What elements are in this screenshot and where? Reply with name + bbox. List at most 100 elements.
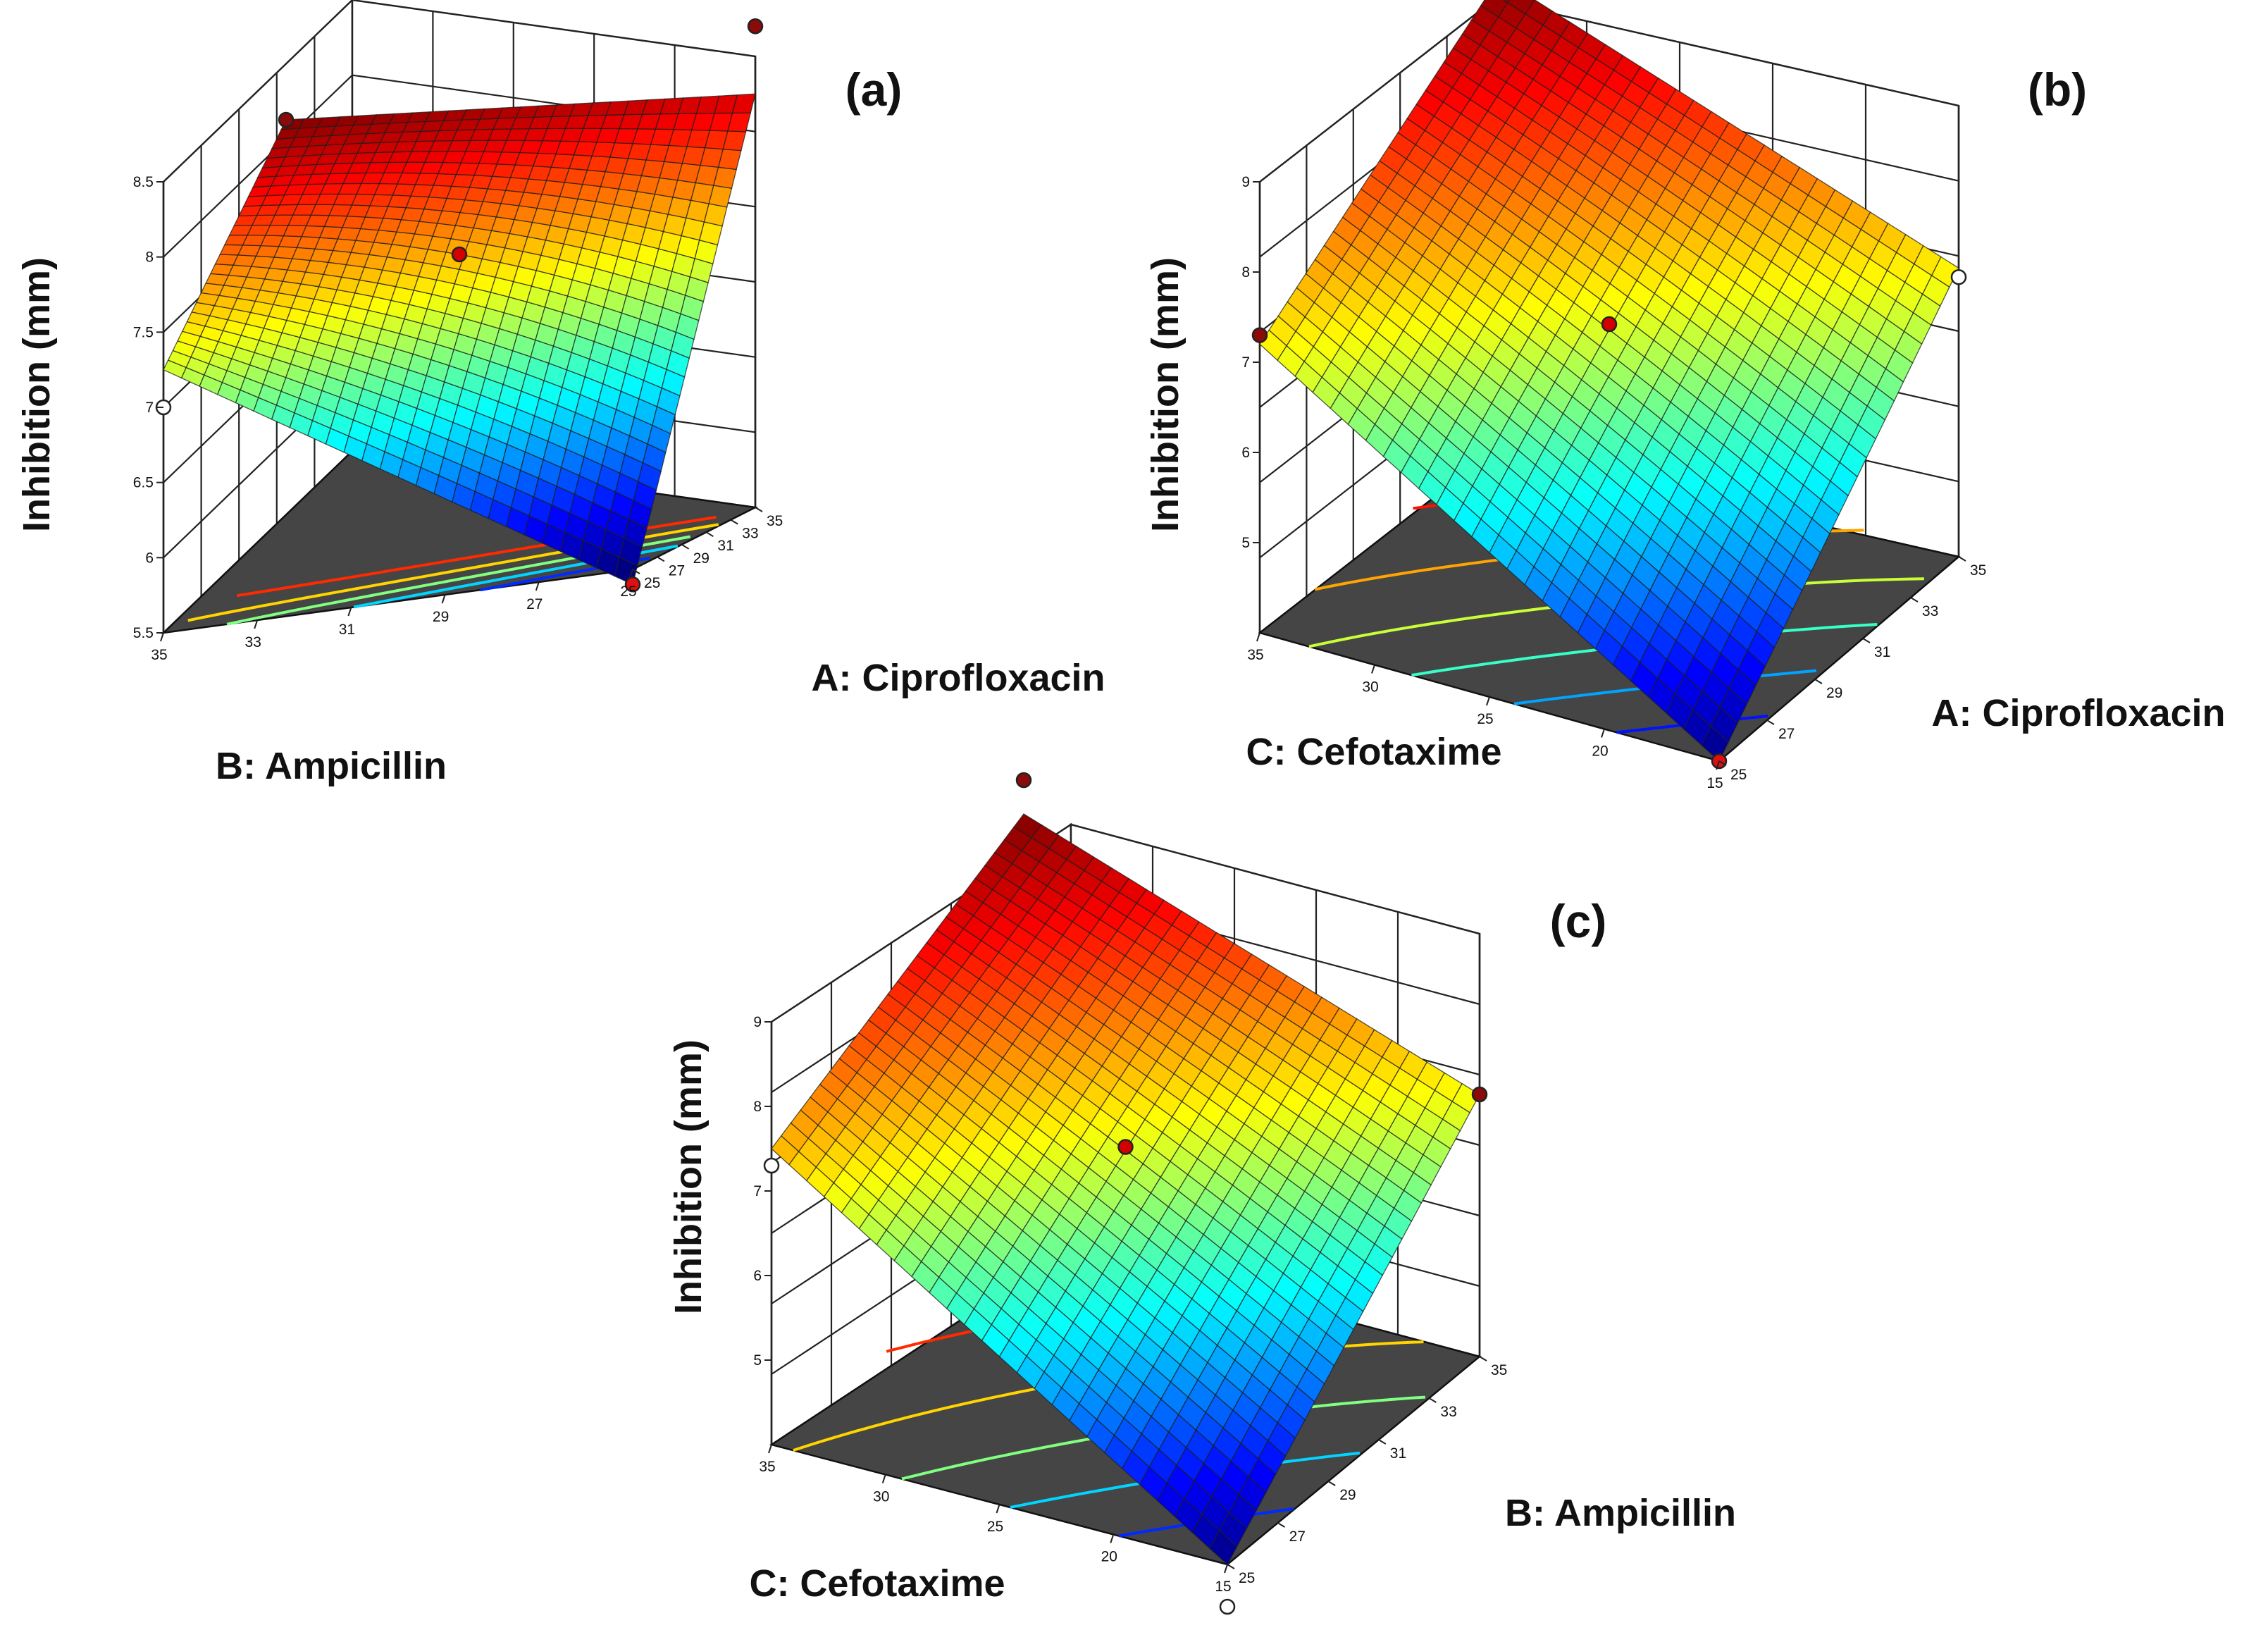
design-point — [1219, 1598, 1236, 1615]
z-tick-label: 7 — [1241, 354, 1250, 371]
y-tick-label: 35 — [151, 647, 167, 663]
y-tick-mark — [441, 594, 446, 604]
y-tick-label: 25 — [987, 1519, 1003, 1535]
y-tick-mark — [535, 581, 540, 591]
x-axis-label: A: Ciprofloxacin — [811, 657, 1105, 699]
z-tick-label: 8 — [753, 1099, 762, 1115]
y-tick-mark — [1486, 696, 1490, 706]
y-tick-label: 29 — [433, 609, 449, 625]
x-tick-mark — [1814, 679, 1823, 684]
x-tick-label: 25 — [1730, 767, 1747, 783]
x-tick-label: 33 — [742, 526, 758, 542]
x-tick-label: 27 — [1289, 1529, 1306, 1545]
y-tick-label: 30 — [1362, 679, 1378, 696]
design-point — [1117, 1139, 1134, 1155]
z-axis-label: Inhibition (mm) — [667, 1039, 709, 1314]
x-tick-mark — [1958, 556, 1966, 562]
x-tick-mark — [1479, 1356, 1487, 1362]
surface-plot-c: 5 6 7 8 9 25 27 29 31 33 35 15 20 25 30 35 Inhibition (m… — [667, 772, 1736, 1615]
panel-label: (c) — [1550, 895, 1607, 947]
x-tick-label: 31 — [1390, 1445, 1406, 1462]
x-tick-label: 35 — [1970, 562, 1986, 579]
design-point — [1251, 327, 1268, 343]
y-tick-label: 25 — [620, 584, 636, 600]
design-point — [763, 1157, 780, 1174]
y-tick-mark — [1256, 632, 1260, 642]
y-tick-label: 27 — [526, 596, 543, 612]
x-tick-mark — [755, 507, 763, 512]
x-tick-label: 29 — [1339, 1487, 1356, 1503]
x-axis-label: A: Ciprofloxacin — [1931, 692, 2225, 734]
x-tick-mark — [1910, 597, 1919, 603]
x-tick-mark — [1718, 760, 1727, 766]
y-tick-mark — [996, 1504, 1000, 1514]
y-tick-label: 25 — [1477, 711, 1493, 727]
x-tick-mark — [1327, 1481, 1336, 1486]
x-tick-mark — [1862, 638, 1871, 643]
panel-label: (a) — [845, 63, 903, 116]
z-axis-label: Inhibition (mm) — [1144, 257, 1186, 532]
y-tick-mark — [1716, 760, 1720, 770]
z-tick-label: 9 — [1241, 174, 1250, 190]
y-tick-label: 30 — [873, 1489, 889, 1505]
surface-mesh — [1259, 0, 1959, 762]
x-tick-label: 29 — [693, 550, 709, 567]
x-tick-label: 29 — [1826, 685, 1842, 701]
x-tick-mark — [1428, 1397, 1437, 1403]
x-tick-label: 35 — [1491, 1362, 1507, 1378]
x-tick-mark — [1227, 1564, 1235, 1569]
x-tick-label: 27 — [1778, 726, 1795, 742]
y-axis-label: C: Cefotaxime — [1246, 731, 1501, 773]
x-tick-mark — [632, 569, 640, 574]
design-point — [278, 111, 295, 128]
y-tick-label: 15 — [1706, 775, 1723, 791]
x-tick-mark — [705, 531, 714, 538]
y-tick-mark — [347, 607, 352, 617]
y-tick-mark — [1601, 729, 1605, 738]
y-tick-label: 15 — [1215, 1579, 1231, 1595]
design-point — [1015, 772, 1032, 789]
z-tick-label: 6 — [145, 550, 154, 566]
y-tick-label: 20 — [1101, 1549, 1117, 1565]
z-tick-label: 5 — [1241, 535, 1250, 551]
x-tick-mark — [1378, 1439, 1387, 1445]
y-tick-label: 35 — [1247, 647, 1263, 663]
x-axis-label: B: Ampicillin — [1505, 1492, 1736, 1534]
z-tick-label: 5.5 — [133, 625, 154, 641]
design-point — [451, 246, 468, 263]
x-tick-mark — [657, 556, 665, 562]
y-tick-mark — [1110, 1534, 1115, 1543]
surface-mesh — [163, 93, 756, 586]
surface-plot-b: 5 6 7 8 9 25 27 29 31 33 35 15 20 25 30 35 Inhibition (m… — [1144, 0, 2226, 791]
x-tick-mark — [681, 543, 690, 550]
x-tick-label: 31 — [1874, 644, 1890, 660]
z-tick-label: 7 — [753, 1183, 762, 1199]
x-tick-label: 25 — [1239, 1570, 1255, 1586]
z-axis-label: Inhibition (mm) — [16, 257, 58, 532]
z-tick-label: 5 — [753, 1352, 762, 1369]
y-tick-label: 35 — [759, 1459, 775, 1475]
design-point — [747, 18, 764, 35]
y-tick-mark — [1371, 665, 1375, 674]
design-point — [1471, 1086, 1488, 1103]
x-tick-label: 33 — [1440, 1404, 1456, 1420]
z-tick-label: 9 — [753, 1014, 762, 1030]
z-tick-label: 7.5 — [133, 324, 154, 340]
surface-mesh — [771, 813, 1480, 1566]
x-tick-label: 25 — [644, 575, 660, 591]
z-tick-label: 6.5 — [133, 475, 154, 491]
y-axis-label: B: Ampicillin — [216, 745, 447, 787]
y-tick-label: 20 — [1592, 743, 1608, 760]
surface-plot-a: 5.5 6 6.5 7 7.5 8 8.5 25 27 29 31 33 35 25 27 29 31 33 35 I… — [16, 0, 1105, 787]
x-tick-mark — [1277, 1522, 1286, 1528]
panel-label: (b) — [2028, 63, 2087, 116]
x-tick-label: 33 — [1922, 603, 1938, 619]
x-tick-label: 31 — [717, 538, 733, 554]
surface-cell — [703, 203, 728, 227]
design-point — [1601, 316, 1618, 333]
y-tick-mark — [160, 632, 164, 642]
z-tick-label: 8 — [145, 249, 154, 266]
y-tick-label: 31 — [339, 622, 355, 638]
y-tick-mark — [254, 619, 259, 629]
